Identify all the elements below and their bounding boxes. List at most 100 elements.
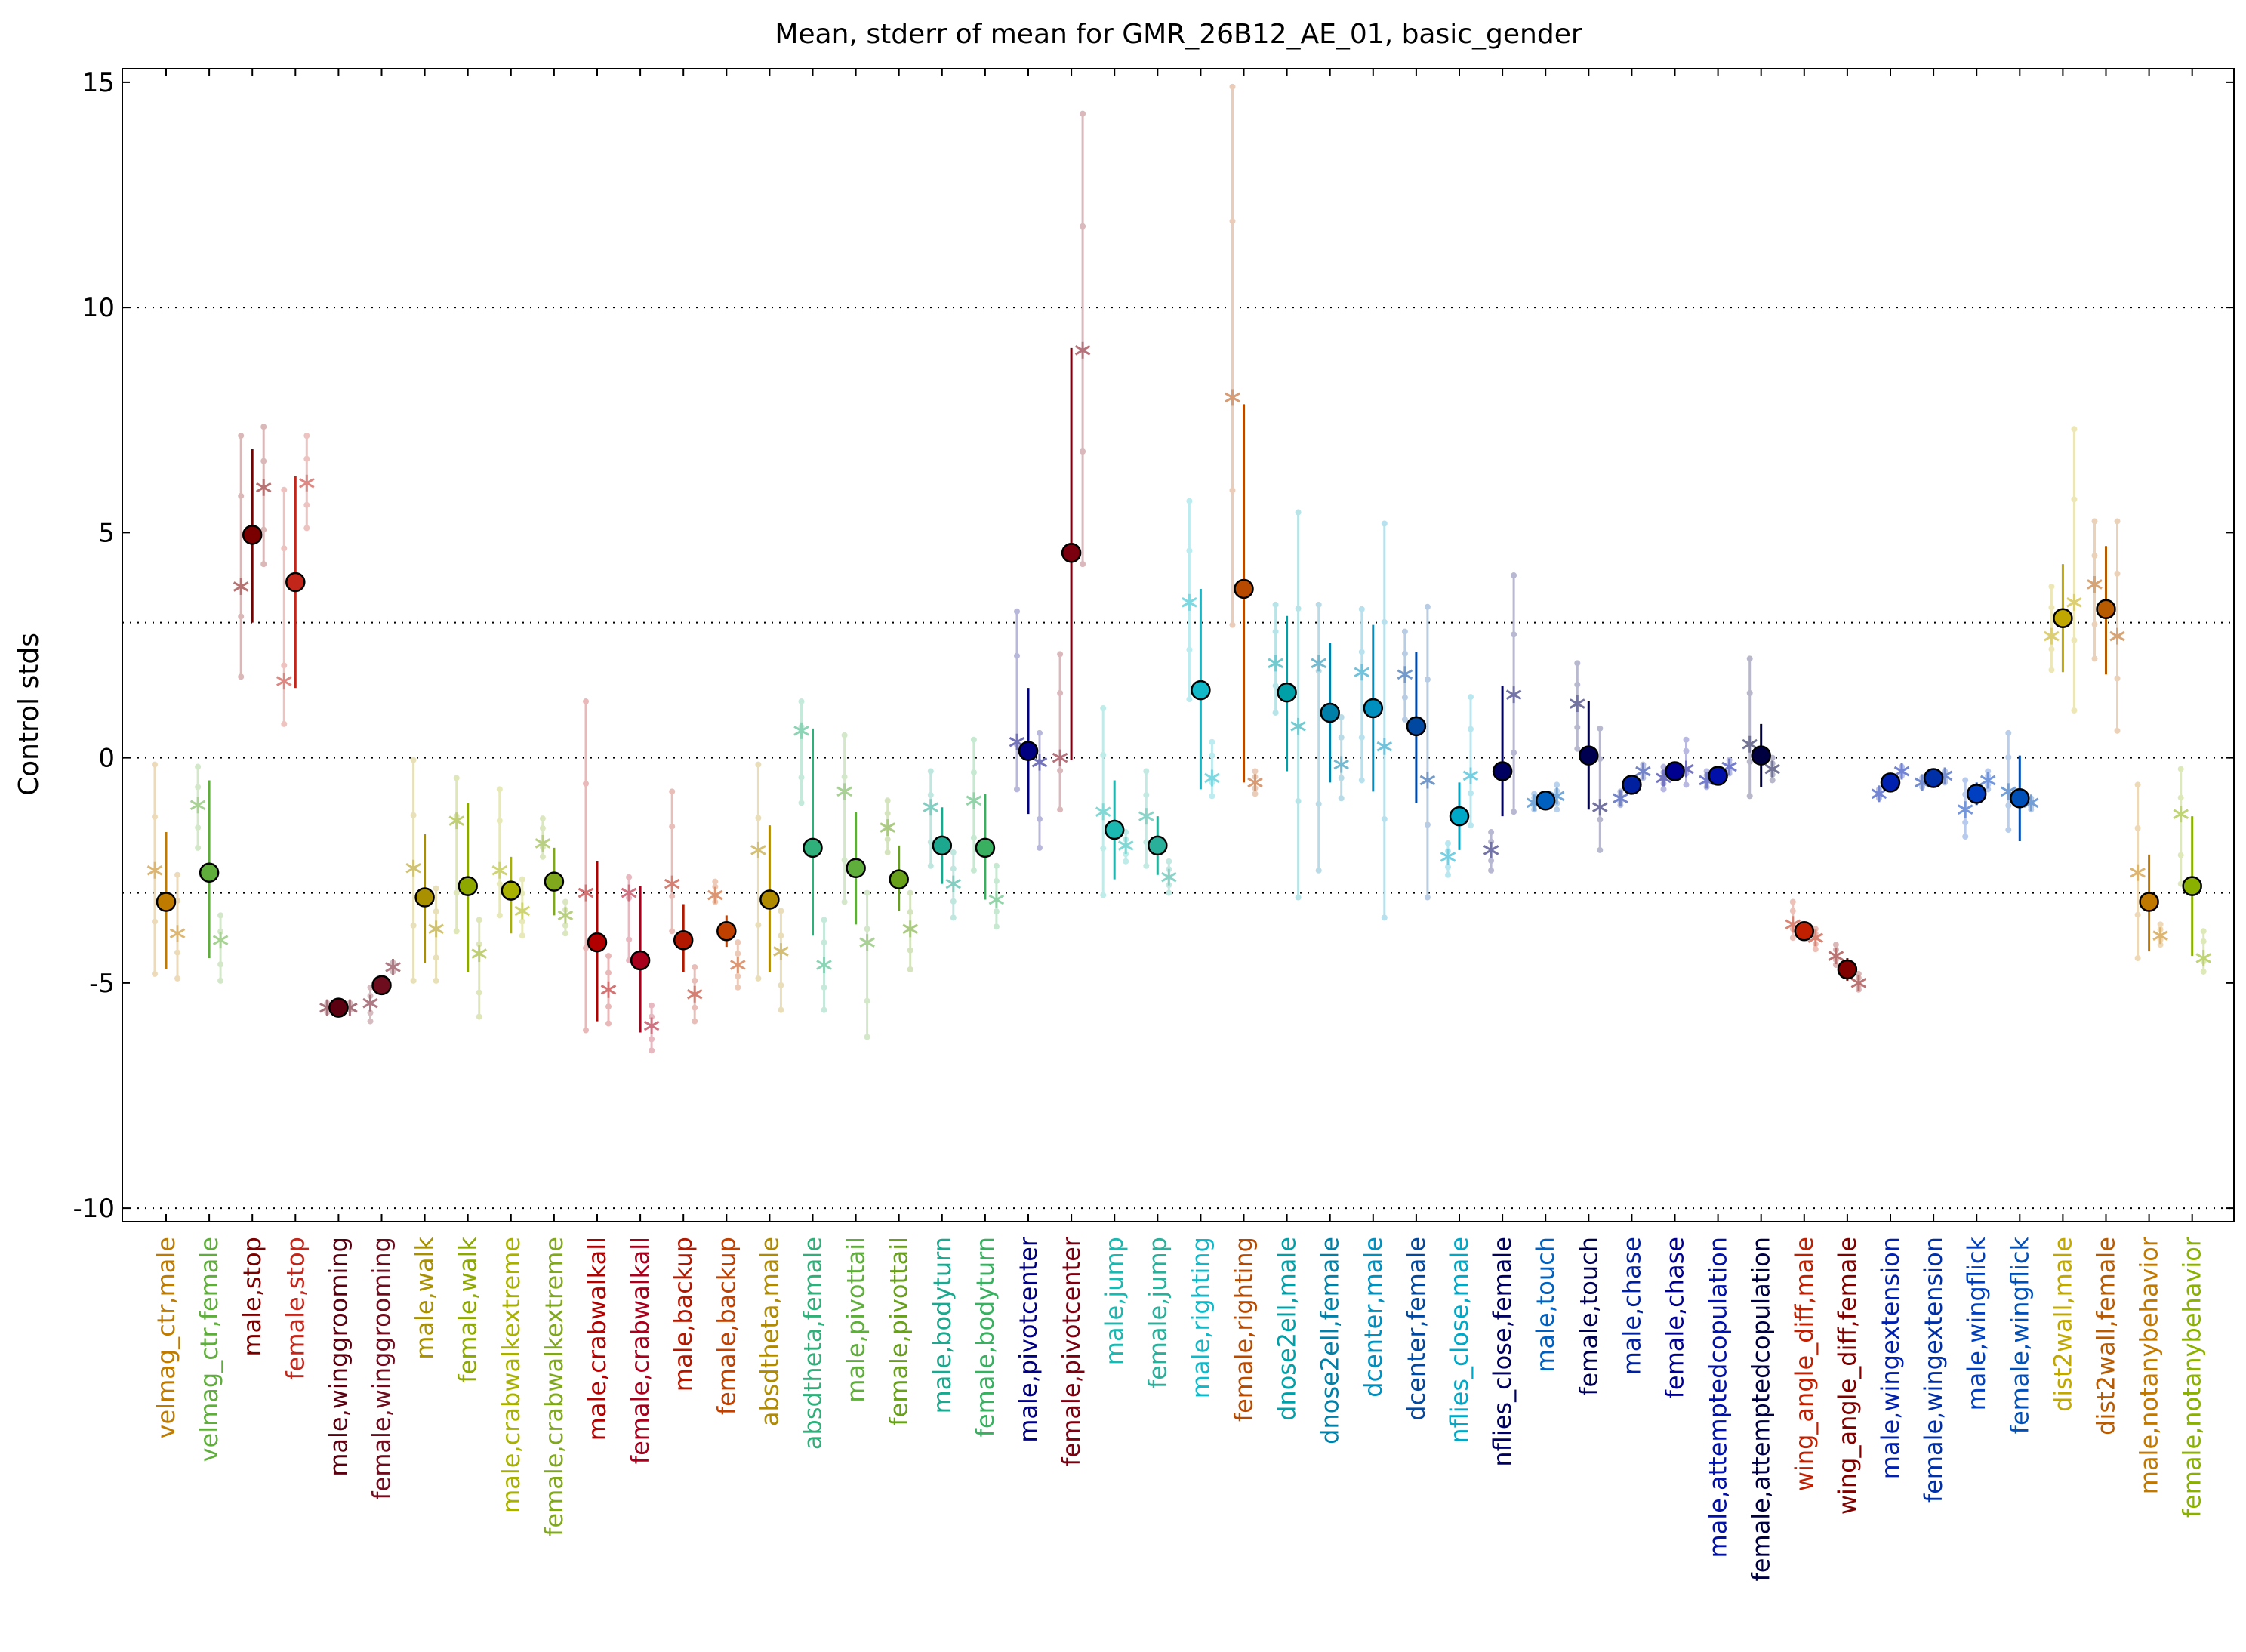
star-range-dot (281, 545, 288, 552)
category-marks (923, 768, 962, 921)
mean-marker (1449, 806, 1470, 827)
star-range-dot (841, 857, 848, 864)
star-range-dot (821, 984, 827, 991)
star-range-end (2134, 781, 2141, 788)
star-range-dot (260, 526, 267, 533)
star-range-dot (755, 922, 762, 929)
category-marks (1052, 110, 1091, 813)
category-marks (750, 761, 789, 1013)
mean-marker (1018, 741, 1039, 761)
star-range-dot (692, 1004, 698, 1011)
star-mark-stroke (1957, 804, 1973, 815)
category-marks (707, 878, 746, 991)
category-marks (2001, 729, 2039, 841)
x-tick-label: female,crabwalkall (626, 1237, 655, 1464)
star-range-dot (1080, 448, 1086, 455)
y-tick-label: -10 (72, 1194, 115, 1224)
mean-marker (501, 880, 522, 901)
star-range-end (410, 757, 417, 763)
star-range-dot (2114, 675, 2121, 682)
star-range-end (1080, 561, 1086, 568)
star-mark-stroke (600, 985, 617, 995)
star-range-dot (1962, 819, 1969, 826)
star-range-dot (2091, 552, 2098, 559)
star-range-dot (993, 908, 1000, 915)
x-tick-label: nflies_close,male (1445, 1237, 1474, 1444)
star-range-dot (539, 824, 546, 831)
star-range-end (1166, 889, 1172, 896)
star-mark-stroke (773, 946, 789, 957)
category-marks (1699, 757, 1737, 791)
category-marks (880, 797, 918, 972)
x-tick-label: female,attemptedcopulation (1747, 1237, 1776, 1581)
star-mark-stroke (146, 865, 163, 876)
star-range-end (496, 786, 503, 793)
star-range-dot (1229, 218, 1236, 225)
star-range-end (496, 912, 503, 919)
star-mark-stroke (1570, 698, 1585, 709)
x-tick-label: wing_angle_diff,female (1833, 1237, 1862, 1515)
star-range-end (778, 908, 784, 914)
star-range-end (2005, 729, 2012, 736)
mean-marker (2010, 788, 2030, 809)
mean-marker (1535, 791, 1556, 811)
star-mark-stroke (514, 905, 531, 917)
star-range-end (993, 862, 1000, 869)
star-range-end (692, 963, 698, 970)
star-mark-stroke (276, 676, 292, 687)
star-range-dot (1468, 726, 1474, 732)
star-range-dot (1014, 652, 1020, 659)
star-range-dot (669, 893, 676, 900)
x-tick-label: male,crabwalkextreme (497, 1237, 525, 1513)
star-range-dot (970, 834, 977, 841)
mean-marker (1406, 716, 1427, 737)
star-range-end (1488, 867, 1495, 874)
star-range-dot (2177, 794, 2184, 801)
star-range-dot (626, 936, 633, 943)
star-range-dot (649, 1013, 655, 1020)
mean-marker (1837, 959, 1858, 980)
star-range-dot (367, 1009, 374, 1016)
star-mark-stroke (880, 822, 895, 833)
star-range-dot (1123, 851, 1129, 858)
star-range-end (2134, 955, 2141, 962)
star-range-dot (2005, 754, 2012, 760)
star-range-end (884, 797, 891, 804)
star-range-end (367, 1018, 374, 1025)
star-mark-stroke (945, 878, 962, 889)
mean-marker (846, 858, 866, 879)
star-range-end (1014, 608, 1020, 615)
star-range-end (1985, 768, 1992, 775)
x-tick-label: wing_angle_diff,male (1790, 1237, 1819, 1491)
star-range-end (195, 844, 202, 851)
x-tick-label: female,notanybehavior (2178, 1236, 2207, 1518)
star-range-dot (1338, 734, 1345, 741)
category-marks (1526, 781, 1565, 813)
star-range-end (1229, 83, 1236, 90)
x-tick-label: female,walk (454, 1237, 482, 1383)
star-range-end (1746, 655, 1753, 662)
category-marks (1182, 498, 1220, 800)
star-range-dot (1229, 487, 1236, 494)
mean-marker (414, 887, 435, 908)
star-range-dot (1338, 775, 1345, 781)
category-marks (362, 958, 401, 1025)
star-range-dot (195, 784, 202, 791)
star-range-end (2114, 727, 2121, 734)
star-mark-stroke (988, 894, 1005, 905)
star-range-dot (1445, 864, 1451, 871)
star-range-dot (1401, 650, 1408, 657)
star-range-end (519, 876, 525, 883)
category-marks (1225, 83, 1263, 797)
star-range-end (2071, 426, 2078, 433)
x-tick-label: male,wingflick (1962, 1237, 1991, 1411)
star-mark-stroke (2066, 597, 2082, 608)
category-marks (233, 424, 272, 680)
star-range-end (1962, 834, 1969, 840)
star-range-end (1272, 601, 1279, 608)
x-tick-label: male,winggrooming (324, 1237, 353, 1477)
mean-marker (587, 932, 608, 953)
mean-marker (673, 929, 694, 951)
star-range-end (1962, 777, 1969, 784)
star-mark-stroke (1592, 802, 1608, 813)
